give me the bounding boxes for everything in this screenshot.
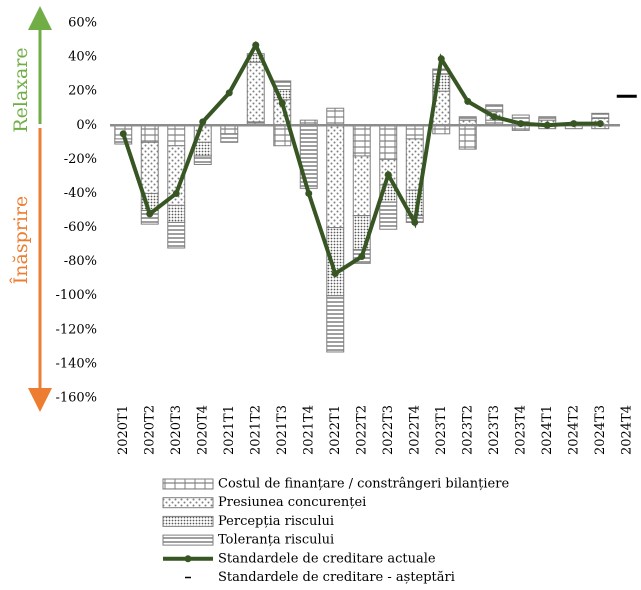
x-tick-label: 2020T4 (195, 405, 210, 455)
line-point (225, 89, 233, 97)
x-tick-label: 2022T3 (381, 405, 396, 455)
line-point (358, 253, 366, 261)
x-tick-label: 2024T3 (593, 405, 608, 455)
bar-segment (352, 155, 371, 217)
legend-label: Standardele de creditare actuale (218, 551, 436, 566)
legend-swatch (162, 515, 214, 527)
x-tick-label: 2020T1 (116, 405, 131, 455)
line-point (305, 189, 313, 197)
legend-swatch (162, 534, 214, 546)
bar-segment (140, 124, 159, 143)
bar-segment (591, 112, 610, 119)
y-tick-label: 60% (68, 16, 97, 31)
bar-segment (246, 61, 265, 123)
legend-label: Toleranța riscului (218, 533, 334, 548)
x-tick-label: 2022T1 (328, 405, 343, 455)
x-tick-label: 2021T3 (275, 405, 290, 455)
x-tick-label: 2023T4 (513, 405, 528, 455)
y-tick-label: -160% (55, 391, 97, 406)
bar-segment (220, 124, 239, 135)
bar-segment (193, 141, 212, 157)
bar-segment (485, 104, 504, 113)
y-tick-label: -100% (55, 288, 97, 303)
y-tick-label: 40% (68, 50, 97, 65)
line-point (543, 121, 551, 129)
bar-segment (379, 124, 398, 160)
line-point (119, 130, 127, 138)
x-tick-label: 2020T3 (169, 405, 184, 455)
bar-segment (167, 221, 186, 249)
bar-segment (140, 141, 159, 194)
bar-segment (326, 295, 345, 353)
line-point (384, 171, 392, 179)
y-tick-label: -60% (64, 220, 97, 235)
y-tick-label: 0% (76, 118, 97, 133)
y-tick-label: -80% (64, 254, 97, 269)
y-tick-label: -40% (64, 186, 97, 201)
line-point (252, 41, 260, 49)
x-tick-label: 2024T4 (619, 405, 634, 455)
x-tick-label: 2023T3 (487, 405, 502, 455)
x-tick-label: 2023T2 (460, 405, 475, 455)
relax-label: Relaxare (10, 47, 32, 132)
line-point (570, 120, 578, 128)
x-tick-label: 2021T1 (222, 405, 237, 455)
x-tick-label: 2021T4 (301, 405, 316, 455)
line-point (199, 118, 207, 126)
line-point (464, 97, 472, 105)
bar-segment (167, 124, 186, 147)
x-tick-label: 2022T2 (354, 405, 369, 455)
legend-swatch (162, 478, 214, 490)
legend-label: Presiunea concurenței (218, 495, 366, 510)
line-point (146, 210, 154, 218)
bar-segment (326, 107, 345, 126)
line-point (278, 99, 286, 107)
line-point (596, 120, 604, 128)
legend-label: Standardele de creditare - așteptări (218, 570, 455, 585)
x-tick-label: 2021T2 (248, 405, 263, 455)
bar-segment (220, 133, 239, 143)
bar-segment (458, 116, 477, 121)
bar-segment (432, 124, 451, 135)
bar-segment (379, 201, 398, 230)
bar-segment (458, 124, 477, 150)
y-tick-label: -120% (55, 322, 97, 337)
legend-label: Costul de finanțare / constrângeri bilan… (218, 477, 509, 492)
tight-label: Înăsprire (9, 196, 32, 284)
line-point (490, 113, 498, 121)
legend-swatch (162, 497, 214, 509)
x-tick-label: 2024T1 (540, 405, 555, 455)
legend-swatch (184, 555, 192, 563)
x-tick-label: 2022T4 (407, 405, 422, 455)
y-tick-label: -20% (64, 152, 97, 167)
bar-segment (193, 155, 212, 165)
line-point (437, 55, 445, 63)
x-tick-label: 2023T1 (434, 405, 449, 455)
line-point (517, 120, 525, 128)
y-tick-label: 20% (68, 84, 97, 99)
bar-segment (167, 204, 186, 223)
bar-segment (538, 116, 557, 121)
bar-segment (405, 124, 424, 140)
line-point (331, 270, 339, 278)
line-point (172, 189, 180, 197)
bar-segment (326, 124, 345, 229)
line-point (411, 218, 419, 226)
x-tick-label: 2024T2 (566, 405, 581, 455)
bar-segment (352, 124, 371, 157)
legend-label: Percepția riscului (218, 514, 334, 529)
y-tick-label: -140% (55, 356, 97, 371)
x-tick-label: 2020T2 (142, 405, 157, 455)
